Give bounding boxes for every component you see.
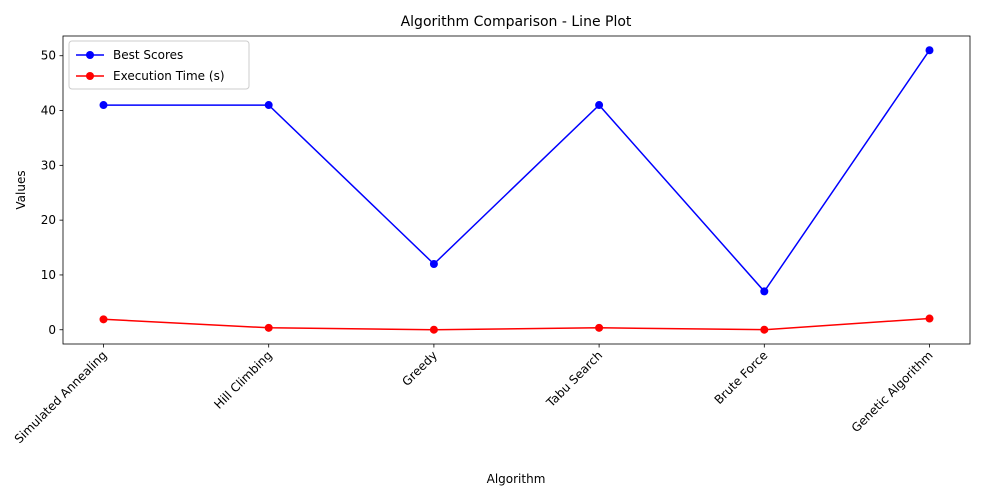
y-axis-label: Values <box>14 170 28 209</box>
legend: Best Scores Execution Time (s) <box>68 40 250 90</box>
legend-box <box>68 40 250 90</box>
data-point <box>595 323 604 332</box>
data-point <box>760 325 769 334</box>
x-axis-label: Algorithm <box>487 472 546 486</box>
data-point <box>429 259 438 268</box>
data-point <box>925 314 934 323</box>
series-line <box>103 317 930 331</box>
data-point <box>760 287 769 296</box>
y-tick-label: 20 <box>41 213 56 227</box>
chart-title: Algorithm Comparison - Line Plot <box>401 14 632 30</box>
plot-area: 0 10 20 30 40 50 Simulated Annealing Hill Climb… <box>12 35 971 446</box>
data-point <box>925 46 934 55</box>
legend-label: Execution Time (s) <box>113 69 225 83</box>
y-tick-label: 50 <box>41 49 56 63</box>
series-line <box>103 49 931 293</box>
data-point <box>429 325 438 334</box>
data-point <box>264 323 273 332</box>
axes-frame <box>62 35 971 345</box>
legend-label: Best Scores <box>113 48 183 62</box>
data-point <box>99 101 108 110</box>
y-tick-label: 40 <box>41 104 56 118</box>
x-tick-label: Simulated Annealing <box>12 348 110 446</box>
legend-marker <box>86 72 94 80</box>
x-tick-label: Brute Force <box>712 348 771 407</box>
data-point <box>264 101 273 110</box>
x-tick-label: Tabu Search <box>543 348 605 410</box>
x-tick-label: Genetic Algorithm <box>849 348 936 435</box>
x-tick-label: Greedy <box>399 348 440 389</box>
y-tick-label: 10 <box>41 268 56 282</box>
data-point <box>99 315 108 324</box>
x-tick-label: Hill Climbing <box>211 348 274 411</box>
data-point <box>595 101 604 110</box>
y-tick-label: 0 <box>48 323 56 337</box>
legend-marker <box>86 51 94 59</box>
y-tick-label: 30 <box>41 158 56 172</box>
